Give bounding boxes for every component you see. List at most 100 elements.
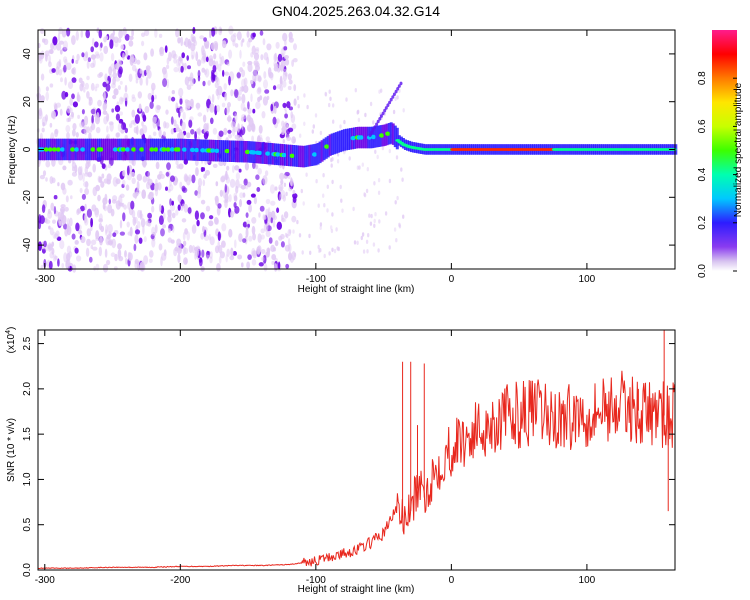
spectrogram-cell: [117, 243, 122, 250]
spectrogram-cell: [232, 165, 235, 173]
spectrogram-cell: [144, 106, 150, 114]
spectrogram-cell: [50, 202, 55, 211]
spectrogram-cell: [395, 238, 398, 243]
spectrogram-cell: [109, 74, 113, 78]
spectrogram-cell: [161, 252, 167, 261]
spectrogram-cell: [396, 95, 399, 100]
spectrogram-harmonic: [381, 111, 385, 116]
spectrogram-cell: [66, 62, 72, 71]
spectrogram-cell: [222, 69, 225, 77]
spectrogram-cell: [306, 104, 309, 110]
spectrogram-cell: [284, 174, 287, 179]
spectrogram-cell: [384, 211, 388, 216]
spectrogram-track-cell: [78, 138, 82, 161]
spectrogram-cell: [226, 165, 230, 171]
spectrogram-cell: [128, 73, 133, 83]
spectrogram-cell: [323, 253, 326, 259]
spectrogram-cell: [151, 205, 155, 213]
spectrogram-cell: [83, 115, 89, 126]
spectrogram-cell: [237, 123, 240, 133]
spectrogram-cell: [331, 212, 334, 217]
spectrogram-cell: [281, 218, 287, 223]
spectrogram-harmonic: [379, 114, 383, 118]
spectrogram-cell: [288, 79, 293, 85]
spectrogram-cell: [78, 230, 83, 235]
spectrogram-cell: [255, 101, 261, 110]
spectrogram-peak: [194, 147, 200, 153]
spectrogram-cell: [196, 219, 200, 227]
snr-y-tick-label: 0.0: [22, 563, 33, 577]
spectrogram-cell: [142, 114, 147, 122]
spectrogram-peak: [358, 135, 364, 140]
spectrogram-x-tick-label: 0: [449, 274, 455, 285]
spectrogram-cell: [262, 175, 268, 185]
spectrogram-cell: [171, 96, 176, 102]
spectrogram-cell: [41, 247, 46, 254]
spectrogram-cell: [257, 168, 263, 175]
spectrogram-cell: [151, 226, 156, 236]
spectrogram-cell: [67, 81, 74, 89]
spectrogram-cell: [85, 181, 89, 189]
spectrogram-cell: [100, 42, 103, 48]
spectrogram-cell: [133, 243, 137, 252]
spectrogram-cell: [90, 239, 97, 246]
spectrogram-cell: [241, 93, 246, 104]
spectrogram-track-cell: [288, 144, 292, 167]
spectrogram-cell: [296, 95, 300, 101]
spectrogram-cell: [212, 64, 217, 73]
spectrogram-cell: [216, 104, 221, 113]
spectrogram-cell: [248, 235, 253, 242]
spectrogram-cell: [314, 113, 318, 118]
spectrogram-cell: [381, 145, 385, 151]
spectrogram-cell: [154, 224, 158, 234]
spectrogram-cell: [218, 244, 223, 254]
spectrogram-cell: [88, 132, 92, 141]
spectrogram-cell: [149, 101, 154, 109]
colorbar-tick-label: 0.6: [697, 119, 708, 133]
spectrogram-cell: [61, 263, 64, 268]
spectrogram-track-cell: [239, 140, 243, 163]
spectrogram-cell: [51, 247, 55, 255]
spectrogram-harmonic: [391, 95, 395, 99]
spectrogram-cell: [289, 254, 294, 263]
spectrogram-cell: [150, 48, 155, 57]
spectrogram-cell: [84, 82, 89, 90]
spectrogram-cell: [267, 207, 271, 217]
spectrogram-cell: [204, 44, 209, 49]
spectrogram-cell: [71, 77, 77, 83]
spectrogram-cell: [112, 67, 117, 74]
spectrogram-cell: [65, 125, 71, 133]
spectrogram-cell: [270, 72, 274, 81]
spectrogram-peak: [210, 148, 216, 153]
spectrogram-cell: [168, 95, 171, 102]
spectrogram-peak: [385, 131, 391, 136]
spectrogram-cell: [239, 49, 242, 59]
spectrogram-peak: [80, 147, 86, 152]
spectrogram-cell: [197, 177, 203, 188]
spectrogram-track-cell: [332, 132, 336, 155]
spectrogram-track-cell: [66, 138, 70, 161]
spectrogram-cell: [263, 215, 267, 220]
spectrogram-cell: [223, 173, 229, 181]
spectrogram-cell: [184, 174, 189, 182]
spectrogram-cell: [354, 88, 357, 93]
spectrogram-track-cell: [338, 130, 342, 153]
colorbar-tick-label: 0.8: [697, 71, 708, 85]
spectrogram-cell: [72, 67, 77, 75]
spectrogram-cell: [141, 121, 144, 127]
spectrogram-harmonic: [386, 103, 390, 107]
spectrogram-y-tick-label: -40: [22, 237, 33, 252]
spectrogram-cell: [241, 78, 246, 89]
spectrogram-cell: [171, 50, 177, 59]
spectrogram-cell: [200, 199, 206, 205]
spectrogram-cell: [169, 198, 172, 206]
spectrogram-cell: [176, 107, 180, 114]
spectrogram-cell: [106, 125, 109, 133]
spectrogram-cell: [141, 40, 145, 47]
spectrogram-track-cell: [316, 143, 320, 165]
spectrogram-cell: [270, 103, 274, 112]
spectrogram-track-cell: [349, 128, 352, 150]
spectrogram-track-cell: [157, 138, 161, 161]
spectrogram-track-cell: [336, 131, 340, 153]
spectrogram-cell: [190, 129, 195, 135]
